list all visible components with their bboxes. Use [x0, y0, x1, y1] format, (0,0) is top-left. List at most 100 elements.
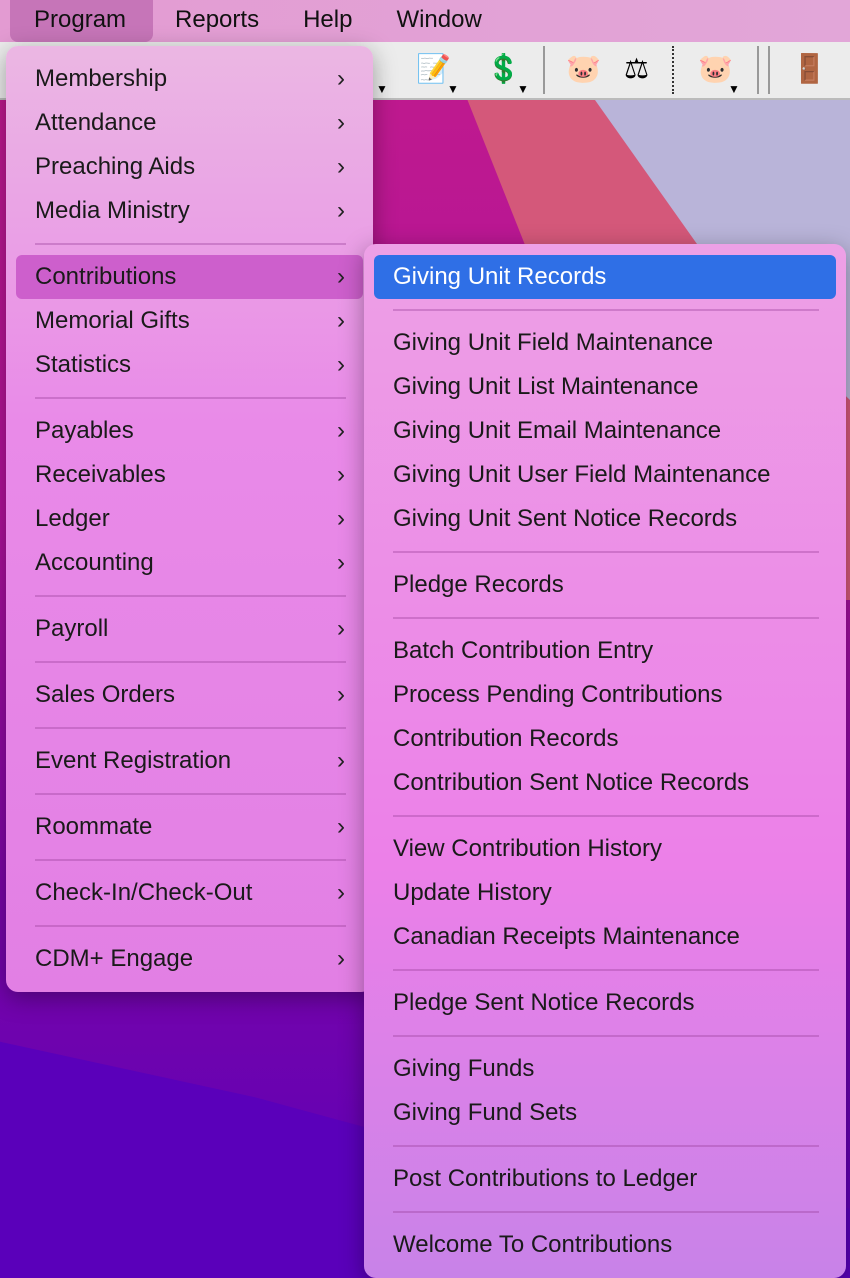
menu-item-label: Pledge Records [393, 571, 564, 598]
menu-separator [364, 607, 846, 629]
menu-separator [6, 849, 373, 871]
menu-reports[interactable]: Reports [175, 6, 260, 33]
menu-item-giving-unit-list-maintenance[interactable]: Giving Unit List Maintenance [374, 365, 836, 409]
menu-item-payroll[interactable]: Payroll › [16, 607, 363, 651]
contributions-submenu: Giving Unit Records Giving Unit Field Mai… [364, 244, 846, 1278]
chevron-right-icon: › [337, 879, 345, 906]
menu-item-contributions[interactable]: Contributions › [16, 255, 363, 299]
menu-item-update-history[interactable]: Update History [374, 871, 836, 915]
piggy-bank-icon[interactable]: 🐷 [566, 53, 601, 84]
menu-item-label: Giving Unit User Field Maintenance [393, 461, 771, 488]
menu-item-giving-fund-sets[interactable]: Giving Fund Sets [374, 1091, 836, 1135]
piggy-bank-dropdown-icon[interactable]: 🐷 [698, 53, 733, 84]
menu-item-label: Payables [35, 417, 134, 444]
chevron-right-icon: › [337, 65, 345, 92]
menu-item-statistics[interactable]: Statistics › [16, 343, 363, 387]
menu-help[interactable]: Help [303, 6, 353, 33]
menu-item-attendance[interactable]: Attendance › [16, 101, 363, 145]
menu-item-giving-unit-user-field-maintenance[interactable]: Giving Unit User Field Maintenance [374, 453, 836, 497]
document-pen-icon[interactable]: 📝 [416, 53, 451, 84]
menu-item-label: Giving Unit Field Maintenance [393, 329, 714, 356]
menu-item-label: Contribution Sent Notice Records [393, 769, 750, 796]
menu-item-giving-unit-email-maintenance[interactable]: Giving Unit Email Maintenance [374, 409, 836, 453]
menu-item-label: Giving Unit Email Maintenance [393, 417, 722, 444]
menu-item-label: Event Registration [35, 747, 232, 774]
chevron-right-icon: › [337, 153, 345, 180]
menu-item-roommate[interactable]: Roommate › [16, 805, 363, 849]
money-pen-icon[interactable]: 💲 [486, 53, 521, 84]
menu-item-label: Contribution Records [393, 725, 619, 752]
menu-separator [364, 541, 846, 563]
menu-item-label: Giving Fund Sets [393, 1099, 578, 1126]
menu-item-label: Payroll [35, 615, 109, 642]
menu-item-view-contribution-history[interactable]: View Contribution History [374, 827, 836, 871]
menu-item-batch-contribution-entry[interactable]: Batch Contribution Entry [374, 629, 836, 673]
menu-separator [6, 585, 373, 607]
chevron-right-icon: › [337, 417, 345, 444]
menu-program[interactable]: Program [10, 0, 154, 42]
menu-item-label: Attendance [35, 109, 157, 136]
menu-item-contribution-records[interactable]: Contribution Records [374, 717, 836, 761]
toolbar-divider [543, 46, 545, 94]
menu-item-pledge-records[interactable]: Pledge Records [374, 563, 836, 607]
menu-separator [6, 915, 373, 937]
menu-item-canadian-receipts-maintenance[interactable]: Canadian Receipts Maintenance [374, 915, 836, 959]
menu-item-label: Giving Unit Records [393, 263, 607, 290]
menu-item-label: Preaching Aids [35, 153, 196, 180]
menu-item-label: Accounting [35, 549, 154, 576]
toolbar-divider [768, 46, 770, 94]
menu-item-label: Welcome To Contributions [393, 1231, 673, 1258]
chevron-right-icon: › [337, 461, 345, 488]
menu-item-membership[interactable]: Membership › [16, 57, 363, 101]
dropdown-caret-icon[interactable]: ▼ [376, 82, 388, 96]
menu-item-giving-unit-sent-notice-records[interactable]: Giving Unit Sent Notice Records [374, 497, 836, 541]
menu-item-contribution-sent-notice-records[interactable]: Contribution Sent Notice Records [374, 761, 836, 805]
dropdown-caret-icon[interactable]: ▼ [728, 82, 740, 96]
menu-item-process-pending-contributions[interactable]: Process Pending Contributions [374, 673, 836, 717]
exit-door-icon[interactable]: 🚪 [792, 53, 827, 84]
menu-item-check-in-check-out[interactable]: Check-In/Check-Out › [16, 871, 363, 915]
menu-item-memorial-gifts[interactable]: Memorial Gifts › [16, 299, 363, 343]
menu-item-label: Canadian Receipts Maintenance [393, 923, 740, 950]
chevron-right-icon: › [337, 263, 345, 290]
menu-item-pledge-sent-notice-records[interactable]: Pledge Sent Notice Records [374, 981, 836, 1025]
menu-item-label: Giving Unit List Maintenance [393, 373, 699, 400]
menu-separator [6, 387, 373, 409]
menu-item-label: Memorial Gifts [35, 307, 190, 334]
menu-item-label: Giving Funds [393, 1055, 535, 1082]
menu-item-label: Sales Orders [35, 681, 176, 708]
dropdown-caret-icon[interactable]: ▼ [517, 82, 529, 96]
toolbar-divider [672, 46, 674, 94]
menu-item-sales-orders[interactable]: Sales Orders › [16, 673, 363, 717]
menu-window[interactable]: Window [396, 6, 482, 33]
chevron-right-icon: › [337, 307, 345, 334]
menu-item-welcome-to-contributions[interactable]: Welcome To Contributions [374, 1223, 836, 1267]
menu-separator [364, 1201, 846, 1223]
program-menu: Membership › Attendance › Preaching Aids › Med… [6, 46, 373, 992]
menu-item-receivables[interactable]: Receivables › [16, 453, 363, 497]
menu-item-label: Media Ministry [35, 197, 190, 224]
menu-item-post-contributions-to-ledger[interactable]: Post Contributions to Ledger [374, 1157, 836, 1201]
menu-item-label: Contributions [35, 263, 177, 290]
menu-item-label: Ledger [35, 505, 110, 532]
menu-bar: Program Reports Help Window [0, 0, 850, 42]
menu-item-label: Giving Unit Sent Notice Records [393, 505, 738, 532]
chevron-right-icon: › [337, 615, 345, 642]
chevron-right-icon: › [337, 351, 345, 378]
menu-item-media-ministry[interactable]: Media Ministry › [16, 189, 363, 233]
chevron-right-icon: › [337, 813, 345, 840]
menu-item-cdm-engage[interactable]: CDM+ Engage › [16, 937, 363, 981]
menu-item-giving-unit-records[interactable]: Giving Unit Records [374, 255, 836, 299]
menu-item-giving-funds[interactable]: Giving Funds [374, 1047, 836, 1091]
menu-item-ledger[interactable]: Ledger › [16, 497, 363, 541]
menu-separator [364, 1025, 846, 1047]
dropdown-caret-icon[interactable]: ▼ [447, 82, 459, 96]
menu-item-label: Batch Contribution Entry [393, 637, 654, 664]
menu-item-preaching-aids[interactable]: Preaching Aids › [16, 145, 363, 189]
scales-icon[interactable]: ⚖ [624, 53, 650, 84]
menu-item-giving-unit-field-maintenance[interactable]: Giving Unit Field Maintenance [374, 321, 836, 365]
menu-item-accounting[interactable]: Accounting › [16, 541, 363, 585]
menu-item-event-registration[interactable]: Event Registration › [16, 739, 363, 783]
chevron-right-icon: › [337, 945, 345, 972]
menu-item-payables[interactable]: Payables › [16, 409, 363, 453]
